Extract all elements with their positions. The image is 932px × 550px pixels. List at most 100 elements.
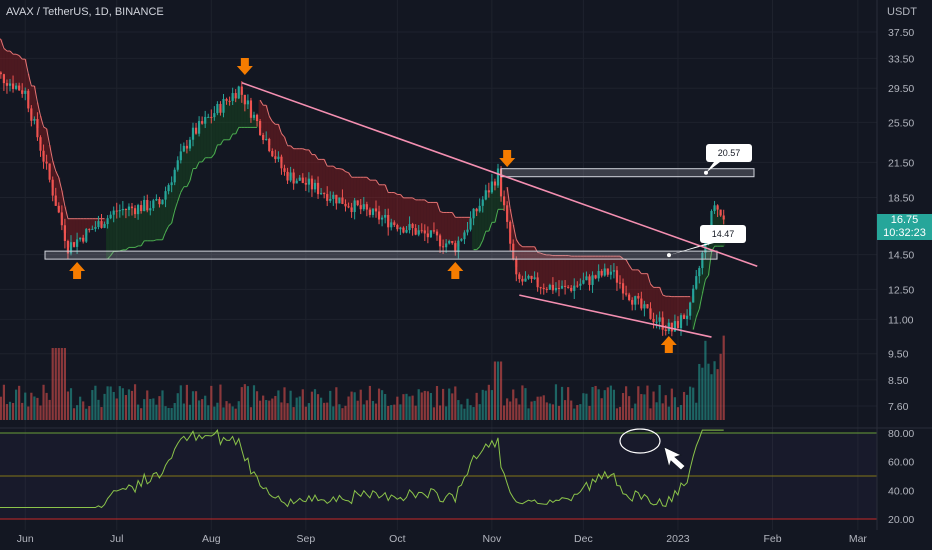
candle-body[interactable] xyxy=(222,98,225,113)
candle-body[interactable] xyxy=(204,116,207,124)
candle-body[interactable] xyxy=(371,208,375,215)
candle-body[interactable] xyxy=(487,190,490,193)
candle-body[interactable] xyxy=(594,275,597,279)
candle-body[interactable] xyxy=(149,208,152,211)
candle-body[interactable] xyxy=(682,315,686,319)
trendline[interactable] xyxy=(241,81,758,267)
candle-body[interactable] xyxy=(332,194,335,199)
candle-body[interactable] xyxy=(252,114,256,118)
candle-body[interactable] xyxy=(414,228,417,235)
candle-body[interactable] xyxy=(722,215,725,220)
candle-body[interactable] xyxy=(356,200,359,206)
candle-body[interactable] xyxy=(103,224,106,228)
candle-body[interactable] xyxy=(536,277,539,288)
candle-body[interactable] xyxy=(362,204,365,210)
candle-body[interactable] xyxy=(185,145,188,149)
candle-body[interactable] xyxy=(393,222,396,226)
candle-body[interactable] xyxy=(289,172,292,181)
candle-body[interactable] xyxy=(97,221,100,228)
candle-body[interactable] xyxy=(140,205,143,212)
candle-body[interactable] xyxy=(249,100,253,118)
candle-body[interactable] xyxy=(655,321,658,323)
candle-body[interactable] xyxy=(33,119,36,121)
candle-body[interactable] xyxy=(551,284,554,291)
candle-body[interactable] xyxy=(545,289,548,291)
candle-body[interactable] xyxy=(2,74,5,84)
candle-body[interactable] xyxy=(5,83,9,86)
candle-body[interactable] xyxy=(539,287,542,289)
candle-body[interactable] xyxy=(637,296,640,299)
candle-body[interactable] xyxy=(686,315,689,319)
candle-body[interactable] xyxy=(228,100,231,102)
candle-body[interactable] xyxy=(106,218,109,225)
candle-body[interactable] xyxy=(506,205,509,222)
candle-body[interactable] xyxy=(48,163,51,180)
candle-body[interactable] xyxy=(255,114,259,121)
candle-body[interactable] xyxy=(310,178,314,190)
candle-body[interactable] xyxy=(188,139,192,149)
candle-body[interactable] xyxy=(69,242,73,254)
candle-body[interactable] xyxy=(21,90,24,94)
candle-body[interactable] xyxy=(484,190,487,200)
candle-body[interactable] xyxy=(167,185,170,192)
candle-body[interactable] xyxy=(652,318,655,323)
candle-body[interactable] xyxy=(606,268,609,275)
candle-body[interactable] xyxy=(597,271,600,279)
symbol-title[interactable]: AVAX / TetherUS, 1D, BINANCE xyxy=(6,6,164,18)
candle-body[interactable] xyxy=(478,205,481,212)
candle-body[interactable] xyxy=(240,86,243,95)
candle-body[interactable] xyxy=(438,235,442,247)
candle-body[interactable] xyxy=(179,151,182,161)
candle-body[interactable] xyxy=(146,199,149,211)
candle-body[interactable] xyxy=(530,275,533,280)
candle-body[interactable] xyxy=(643,304,646,309)
candle-body[interactable] xyxy=(475,208,478,212)
candle-body[interactable] xyxy=(36,119,39,138)
candle-body[interactable] xyxy=(460,239,463,241)
candle-body[interactable] xyxy=(457,240,460,253)
candle-body[interactable] xyxy=(631,300,634,305)
candle-body[interactable] xyxy=(338,197,341,204)
time-axis[interactable]: JunJulAugSepOctNovDec2023FebMarApr xyxy=(17,533,932,545)
candle-body[interactable] xyxy=(402,227,405,233)
candle-body[interactable] xyxy=(259,120,262,135)
candle-body[interactable] xyxy=(292,172,295,184)
candle-body[interactable] xyxy=(194,127,198,134)
candle-body[interactable] xyxy=(283,168,286,172)
candle-body[interactable] xyxy=(85,229,88,242)
candle-body[interactable] xyxy=(560,285,564,289)
candle-body[interactable] xyxy=(63,225,66,241)
candle-body[interactable] xyxy=(463,232,466,240)
candle-body[interactable] xyxy=(76,239,79,247)
candle-body[interactable] xyxy=(649,308,652,319)
candle-body[interactable] xyxy=(304,183,307,185)
candle-body[interactable] xyxy=(365,204,368,210)
rsi-highlight-circle[interactable] xyxy=(619,428,661,454)
candle-body[interactable] xyxy=(213,113,216,118)
candle-body[interactable] xyxy=(72,242,76,247)
candle-body[interactable] xyxy=(216,103,219,114)
candle-body[interactable] xyxy=(350,207,353,213)
candle-body[interactable] xyxy=(381,217,384,220)
candle-body[interactable] xyxy=(512,243,515,260)
candle-body[interactable] xyxy=(210,116,213,118)
candle-body[interactable] xyxy=(158,198,161,205)
candle-body[interactable] xyxy=(576,285,579,287)
candle-body[interactable] xyxy=(130,206,134,209)
candle-body[interactable] xyxy=(112,210,115,215)
candle-body[interactable] xyxy=(307,178,310,185)
candle-body[interactable] xyxy=(420,230,423,232)
level-zone-box[interactable] xyxy=(44,250,718,260)
candle-body[interactable] xyxy=(609,271,612,275)
candle-body[interactable] xyxy=(612,270,615,272)
candle-body[interactable] xyxy=(173,169,176,183)
candle-body[interactable] xyxy=(18,85,21,91)
candle-body[interactable] xyxy=(57,205,60,213)
candle-body[interactable] xyxy=(207,116,210,118)
candle-body[interactable] xyxy=(243,94,246,105)
candle-body[interactable] xyxy=(271,151,274,157)
candle-body[interactable] xyxy=(524,278,527,282)
candle-body[interactable] xyxy=(45,161,48,164)
candle-body[interactable] xyxy=(359,205,362,210)
